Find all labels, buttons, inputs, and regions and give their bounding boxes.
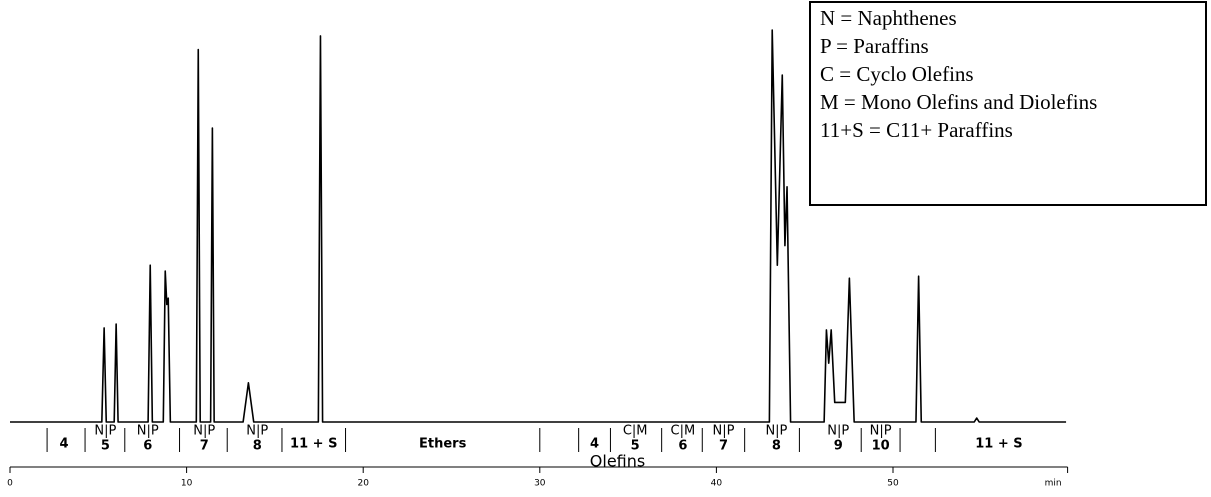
key-entry: M = Mono Olefins and Diolefins bbox=[820, 90, 1097, 114]
band-label: 5 bbox=[631, 439, 640, 454]
band-top-label: N|P bbox=[137, 424, 159, 439]
band-label: 6 bbox=[143, 439, 152, 454]
x-tick-label: 30 bbox=[534, 479, 546, 489]
trace bbox=[10, 29, 1067, 423]
band-label: 4 bbox=[590, 437, 599, 452]
x-tick-label: 10 bbox=[181, 479, 193, 489]
band-top-label: N|P bbox=[94, 424, 116, 439]
band-top-label: N|P bbox=[827, 424, 849, 439]
key-entry: C = Cyclo Olefins bbox=[820, 62, 974, 86]
key-entry: N = Naphthenes bbox=[820, 6, 957, 30]
band-label: 11 + S bbox=[290, 437, 337, 452]
band-label: 6 bbox=[678, 439, 687, 454]
band-label: 7 bbox=[719, 439, 728, 454]
band-label: 7 bbox=[200, 439, 209, 454]
band-label: 9 bbox=[834, 439, 843, 454]
band-label: 4 bbox=[60, 437, 69, 452]
band-label: 5 bbox=[101, 439, 110, 454]
x-tick-label: 40 bbox=[711, 479, 723, 489]
band-top-label: C|M bbox=[623, 424, 648, 439]
band-top-label: N|P bbox=[765, 424, 787, 439]
band-label: 11 + S bbox=[975, 437, 1022, 452]
key-entry: P = Paraffins bbox=[820, 34, 929, 58]
band-top-label: N|P bbox=[870, 424, 892, 439]
band-label: 8 bbox=[253, 439, 262, 454]
band-top-label: C|M bbox=[671, 424, 696, 439]
key-box bbox=[809, 1, 1207, 206]
band-top-label: N|P bbox=[246, 424, 268, 439]
band-label: Ethers bbox=[419, 437, 467, 452]
band-top-label: N|P bbox=[193, 424, 215, 439]
group-label: Olefins bbox=[590, 452, 645, 471]
x-tick-label: 0 bbox=[7, 479, 13, 489]
x-tick-label: 50 bbox=[887, 479, 899, 489]
key-entry: 11+S = C11+ Paraffins bbox=[820, 118, 1013, 142]
band-label: 8 bbox=[772, 439, 781, 454]
band-top-label: N|P bbox=[712, 424, 734, 439]
x-axis-label: min bbox=[1045, 479, 1062, 489]
band-label: 10 bbox=[872, 439, 890, 454]
x-tick-label: 20 bbox=[357, 479, 369, 489]
